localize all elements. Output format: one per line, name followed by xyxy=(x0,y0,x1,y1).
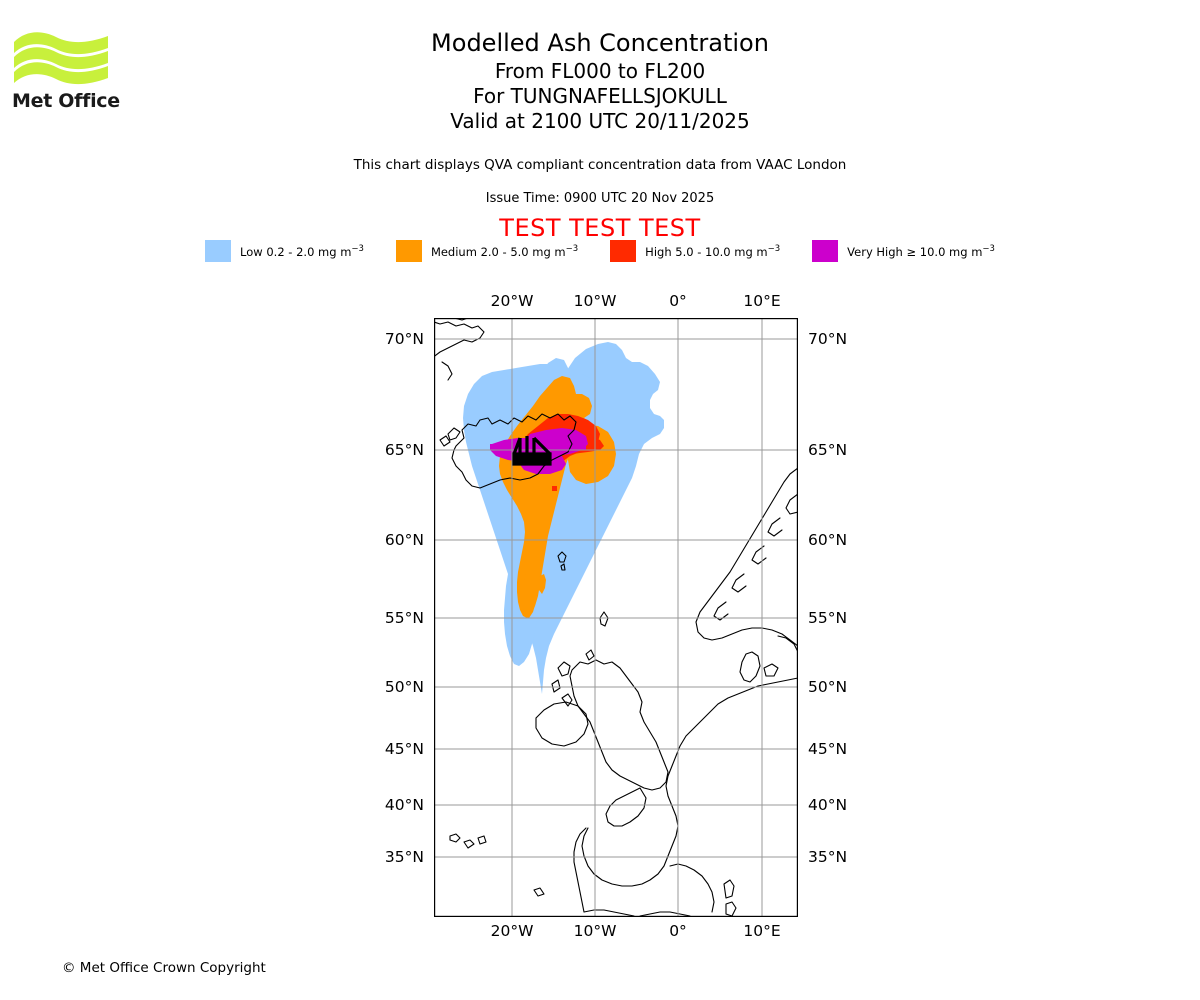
lon-label-bottom-10e: 10°E xyxy=(743,922,781,940)
lat-label-right-45n: 45°N xyxy=(808,740,848,758)
legend-swatch-very-high xyxy=(812,240,839,262)
lat-label-right-60n: 60°N xyxy=(808,531,848,549)
coastline-norway xyxy=(695,467,798,647)
coastline-iberia-west xyxy=(573,827,587,913)
page-title: Modelled Ash Concentration xyxy=(431,29,769,57)
lat-label-left-50n: 50°N xyxy=(384,678,424,696)
coastline-hebrides xyxy=(557,661,571,677)
map-gridlines xyxy=(434,318,798,917)
copyright-footer: © Met Office Crown Copyright xyxy=(62,960,266,976)
lat-label-left-60n: 60°N xyxy=(384,531,424,549)
coastline-north-africa xyxy=(639,911,691,917)
legend-label-low: Low 0.2 - 2.0 mg m−3 xyxy=(240,243,364,259)
coastline-sweden-south xyxy=(777,635,798,653)
coastline-faroe-south xyxy=(560,563,566,571)
coastline-greenland xyxy=(434,321,485,358)
coastline-western-europe xyxy=(581,677,798,887)
issue-time: Issue Time: 0900 UTC 20 Nov 2025 xyxy=(485,191,715,206)
legend-label-medium: Medium 2.0 - 5.0 mg m−3 xyxy=(430,243,579,259)
coastline-norway-fjord-3 xyxy=(751,545,767,565)
legend-swatch-medium xyxy=(395,240,422,262)
lat-label-left-70n: 70°N xyxy=(384,330,424,348)
met-office-waves-icon xyxy=(14,32,108,85)
lat-label-right-65n: 65°N xyxy=(808,441,848,459)
lat-label-right-50n: 50°N xyxy=(808,678,848,696)
lat-label-right-40n: 40°N xyxy=(808,796,848,814)
coastline-islay xyxy=(561,693,573,707)
legend-swatch-high xyxy=(610,240,637,262)
coastline-island-nw-1 xyxy=(449,833,461,843)
ash-concentration-map[interactable]: 20°W 10°W 0° 10°E 20°W 10°W 0° 10°E 70°N… xyxy=(385,292,847,940)
volcano-name-line: For TUNGNAFELLSJOKULL xyxy=(473,84,727,108)
coastline-corsica xyxy=(723,879,735,899)
valid-time-line: Valid at 2100 UTC 20/11/2025 xyxy=(450,109,750,133)
coastline-norway-fjord-4 xyxy=(731,573,747,593)
coastline-island-nw-3 xyxy=(477,835,487,845)
coastline-island-s-1 xyxy=(533,887,545,897)
plume-cell-high-isolated xyxy=(552,486,557,491)
coastline-shetland xyxy=(599,611,609,627)
concentration-legend: Low 0.2 - 2.0 mg m−3 Medium 2.0 - 5.0 mg… xyxy=(0,240,1200,262)
qva-note: This chart displays QVA compliant concen… xyxy=(353,157,847,173)
lat-label-left-45n: 45°N xyxy=(384,740,424,758)
coastline-iceland-nw-islet xyxy=(439,435,451,447)
coastline-ireland xyxy=(535,701,589,747)
lat-label-right-35n: 35°N xyxy=(808,848,848,866)
legend-entry-very-high: Very High ≥ 10.0 mg m−3 xyxy=(812,240,995,262)
coastline-great-britain xyxy=(569,659,669,791)
coastline-denmark-islands xyxy=(763,663,779,677)
coastline-denmark xyxy=(739,651,761,683)
lat-label-left-35n: 35°N xyxy=(384,848,424,866)
coastline-mediterranean-north xyxy=(669,863,715,913)
coastline-island-nw-2 xyxy=(463,839,475,849)
coastline-faroe-islands xyxy=(557,551,567,563)
coastline-orkney xyxy=(585,649,595,661)
volcano-marker-icon[interactable] xyxy=(512,436,552,466)
coastline-iceland-westfjords xyxy=(447,427,461,441)
legend-entry-medium: Medium 2.0 - 5.0 mg m−3 xyxy=(395,240,579,262)
legend-swatch-low xyxy=(205,240,232,262)
legend-entry-low: Low 0.2 - 2.0 mg m−3 xyxy=(205,240,364,262)
lon-label-bottom-0: 0° xyxy=(669,922,687,940)
legend-label-very-high: Very High ≥ 10.0 mg m−3 xyxy=(847,243,995,259)
page-title-block: Modelled Ash Concentration From FL000 to… xyxy=(0,28,1200,134)
coastline-hebrides-south xyxy=(551,679,561,693)
lat-label-right-55n: 55°N xyxy=(808,609,848,627)
coastline-brittany xyxy=(605,787,647,827)
lon-label-top-10e: 10°E xyxy=(743,292,781,310)
lon-label-bottom-10w: 10°W xyxy=(573,922,617,940)
coastline-iceland xyxy=(451,413,577,489)
map-canvas xyxy=(434,318,798,917)
logo-wordmark: Met Office xyxy=(12,90,120,112)
coastline-norway-fjord-2 xyxy=(767,517,783,537)
lon-label-top-10w: 10°W xyxy=(573,292,617,310)
lon-label-top-0: 0° xyxy=(669,292,687,310)
plume-layer-medium-south-streak xyxy=(523,564,546,618)
coastline-sardinia xyxy=(725,901,737,917)
coastline-iberia-south xyxy=(583,909,635,917)
test-banner: TEST TEST TEST xyxy=(499,214,701,242)
lat-label-left-55n: 55°N xyxy=(384,609,424,627)
coastline-greenland-se xyxy=(441,361,453,381)
legend-label-high: High 5.0 - 10.0 mg m−3 xyxy=(645,243,781,259)
lat-label-right-70n: 70°N xyxy=(808,330,848,348)
lat-label-left-65n: 65°N xyxy=(384,441,424,459)
flight-level-line: From FL000 to FL200 xyxy=(494,59,706,83)
lon-label-bottom-20w: 20°W xyxy=(490,922,534,940)
coastline-norway-fjord-1 xyxy=(785,493,798,515)
met-office-logo: Met Office xyxy=(12,26,122,116)
map-frame xyxy=(434,318,798,917)
lat-label-left-40n: 40°N xyxy=(384,796,424,814)
legend-entry-high: High 5.0 - 10.0 mg m−3 xyxy=(610,240,780,262)
coastlines xyxy=(434,318,798,917)
lon-label-top-20w: 20°W xyxy=(490,292,534,310)
